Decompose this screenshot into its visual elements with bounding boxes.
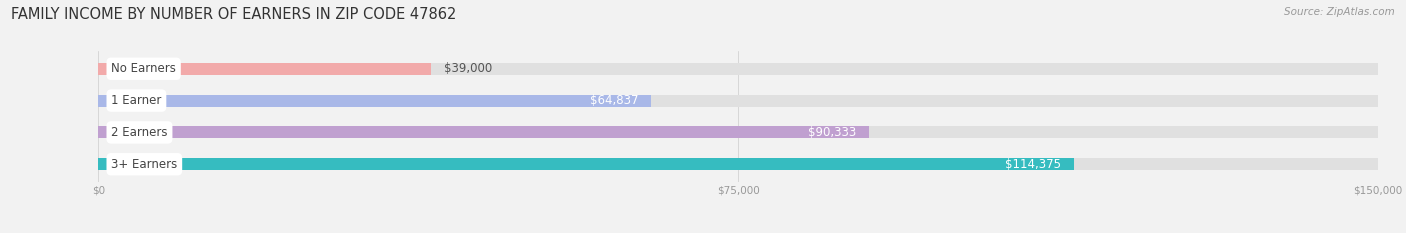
Bar [98,158,1378,170]
Text: $90,333: $90,333 [808,126,856,139]
Bar [98,126,1378,138]
Text: 3+ Earners: 3+ Earners [111,158,177,171]
Text: $114,375: $114,375 [1005,158,1062,171]
Text: Source: ZipAtlas.com: Source: ZipAtlas.com [1284,7,1395,17]
Bar [98,63,432,75]
Text: 2 Earners: 2 Earners [111,126,167,139]
Text: FAMILY INCOME BY NUMBER OF EARNERS IN ZIP CODE 47862: FAMILY INCOME BY NUMBER OF EARNERS IN ZI… [11,7,457,22]
Text: 1 Earner: 1 Earner [111,94,162,107]
Text: $39,000: $39,000 [444,62,492,75]
Bar [98,158,1074,170]
Text: $64,837: $64,837 [591,94,638,107]
Text: No Earners: No Earners [111,62,176,75]
Bar [98,95,651,107]
Bar [98,95,1378,107]
Bar [98,126,869,138]
Bar [98,63,1378,75]
